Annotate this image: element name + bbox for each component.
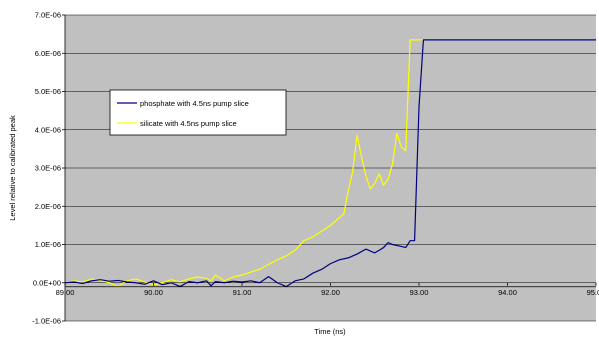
series-line-silicate (64, 39, 596, 288)
y-tick-label: 5.0E-06 (35, 87, 61, 96)
y-axis-title: Level relative to calibrated peak (8, 115, 17, 221)
y-tick-label: 4.0E-06 (35, 125, 61, 134)
x-axis-title: Time (ns) (314, 327, 346, 336)
x-tick-label: 91.00 (233, 288, 252, 297)
legend-label-phosphate: phosphate with 4.5ns pump slice (140, 99, 249, 108)
y-tick-labels: -1.0E-06 0.0E+00 1.0E-06 2.0E-06 3.0E-06 4.0E… (32, 11, 65, 326)
series-layer (64, 39, 596, 288)
y-tick-label: -1.0E-06 (32, 317, 61, 326)
series-line-phosphate (64, 39, 596, 288)
y-tick-label: 2.0E-06 (35, 202, 61, 211)
x-tick-label: 95.00 (587, 288, 599, 297)
legend-label-silicate: silicate with 4.5ns pump slice (140, 119, 237, 128)
y-tick-label: 1.0E-06 (35, 240, 61, 249)
legend: phosphate with 4.5ns pump slice silicate… (109, 89, 287, 136)
x-tick-label: 89.00 (56, 288, 75, 297)
y-tick-label: 3.0E-06 (35, 164, 61, 173)
x-tick-label: 93.00 (410, 288, 429, 297)
y-tick-label: 7.0E-06 (35, 11, 61, 20)
x-tick-label: 94.00 (498, 288, 517, 297)
x-tick-labels: 89.00 90.00 91.00 92.00 93.00 94.00 95.00 (56, 282, 599, 297)
y-tick-label: 0.0E+00 (33, 278, 61, 287)
y-tick-label: 6.0E-06 (35, 49, 61, 58)
x-tick-label: 92.00 (321, 288, 340, 297)
legend-box (109, 89, 287, 136)
x-tick-label: 90.00 (144, 288, 163, 297)
